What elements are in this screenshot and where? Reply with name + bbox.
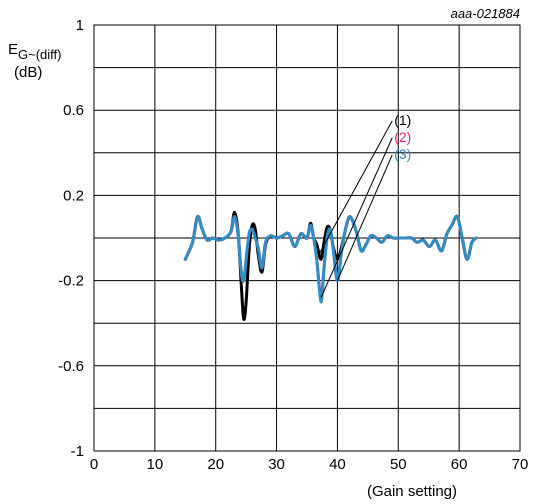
y-axis-label-main: E	[8, 41, 18, 58]
x-tick-label: 20	[207, 456, 224, 473]
y-axis-label: EG~(diff)	[8, 41, 61, 62]
figure-id: aaa-021884	[451, 6, 520, 21]
y-axis-unit: (dB)	[14, 64, 42, 81]
callout-line-1	[318, 120, 393, 256]
y-tick-label: 1	[76, 17, 84, 34]
callouts: (1)(2)(3)	[318, 112, 411, 298]
x-tick-label: 40	[329, 456, 346, 473]
plot-lines	[183, 210, 478, 322]
y-tick-label: -1	[71, 443, 84, 460]
callout-label-1: (1)	[394, 112, 411, 128]
axis-ticks: 0 10 20 30 40 50 60 70 1 0.6 0.2 -0.2 -0.6 -1	[58, 17, 528, 473]
grid	[93, 24, 521, 452]
x-tick-label: 30	[268, 456, 285, 473]
x-tick-label: 60	[451, 456, 468, 473]
x-tick-label: 70	[512, 456, 529, 473]
y-tick-label: 0.2	[63, 187, 84, 204]
x-tick-label: 50	[390, 456, 407, 473]
callout-label-3: (3)	[394, 146, 411, 162]
x-tick-label: 10	[147, 456, 164, 473]
callout-line-3	[336, 154, 393, 281]
y-axis-label-sub: G~(diff)	[18, 47, 61, 62]
x-tick-label: 0	[90, 456, 98, 473]
callout-label-2: (2)	[394, 129, 411, 145]
y-tick-label: 0.6	[63, 102, 84, 119]
x-axis-label: (Gain setting)	[367, 483, 457, 500]
y-tick-label: -0.2	[58, 273, 84, 290]
y-tick-label: -0.6	[58, 358, 84, 375]
series-line-3	[183, 214, 478, 304]
callout-line-2	[320, 137, 393, 298]
